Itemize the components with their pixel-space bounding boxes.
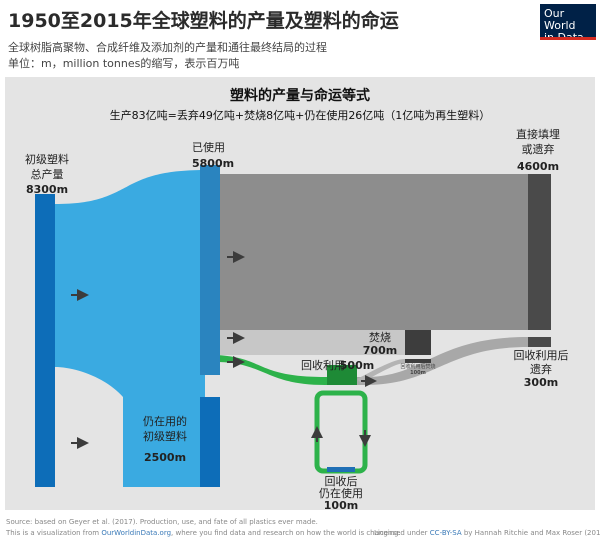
label-used: 已使用: [192, 141, 225, 154]
value-primary: 8300m: [26, 183, 68, 196]
flow-used-to-recycled: [215, 355, 355, 385]
value-used: 5800m: [192, 157, 234, 170]
units-note: 单位：m，million tonnes的缩写，表示百万吨: [8, 57, 240, 70]
value-in-use: 2500m: [144, 451, 186, 464]
footer-suffix: , where you find data and research on ho…: [171, 529, 401, 537]
label-recycled-in-use-line1: 回收后: [325, 474, 358, 488]
label-in-use-line2: 初级塑料: [143, 429, 187, 443]
label-recycled-discarded-line2: 遗弃: [530, 362, 552, 376]
footer-source: Source: based on Geyer et al. (2017). Pr…: [6, 518, 318, 526]
flow-primary-to-used: [55, 170, 205, 472]
label-recycled-discarded-line1: 回收利用后: [514, 348, 569, 362]
subtitle: 全球树脂高聚物、合成纤维及添加剂的产量和通往最终结局的过程: [8, 41, 327, 54]
diagram-equation: 生产83亿吨=丢弃49亿吨+焚烧8亿吨+仍在使用26亿吨（1亿吨为再生塑料）: [110, 108, 491, 122]
license-link[interactable]: CC-BY-SA: [429, 529, 462, 537]
logo-line1: Our World: [544, 7, 576, 32]
node-primary-production: [35, 194, 55, 487]
label-recycled: 回收利用: [301, 358, 345, 372]
license-suffix: by Hannah Ritchie and Max Roser (2018).: [461, 529, 600, 537]
value-recycled: 500m: [340, 359, 374, 372]
diagram-title: 塑料的产量与命运等式: [230, 87, 370, 104]
label-recycled-incinerated: 回收利用后焚烧: [400, 363, 435, 370]
value-incinerated: 700m: [363, 344, 397, 357]
flow-recycled-to-discarded: [355, 337, 528, 385]
footer-visualization-note: This is a visualization from OurWorldinD…: [6, 529, 401, 537]
node-in-use: [200, 397, 220, 487]
label-discarded-line1: 直接填埋: [516, 127, 560, 141]
page-title: 1950至2015年全球塑料的产量及塑料的命运: [8, 10, 399, 32]
flow-used-to-incinerated: [215, 330, 405, 355]
license-prefix: Licensed under: [374, 529, 430, 537]
sankey-diagram: 塑料的产量与命运等式 生产83亿吨=丢弃49亿吨+焚烧8亿吨+仍在使用26亿吨（…: [25, 87, 569, 510]
value-recycled-incinerated: 100m: [410, 370, 426, 376]
value-recycled-discarded: 300m: [524, 376, 558, 389]
label-in-use-line1: 仍在用的: [143, 414, 187, 428]
node-recycled: [327, 365, 357, 385]
flow-recycled-loop: [314, 390, 368, 474]
node-discarded: [528, 174, 551, 330]
label-primary-line1: 初级塑料: [25, 152, 69, 166]
flow-primary-to-in-use: [123, 397, 203, 487]
node-recycled-discarded: [528, 337, 551, 347]
label-discarded-line2: 或遗弃: [522, 142, 555, 156]
footer-license: Licensed under CC-BY-SA by Hannah Ritchi…: [374, 529, 600, 537]
value-discarded: 4600m: [517, 160, 559, 173]
flow-used-to-discarded: [215, 174, 528, 330]
label-recycled-in-use-line2: 仍在使用: [319, 487, 363, 500]
node-used: [200, 165, 220, 375]
node-incinerated: [405, 330, 431, 355]
label-primary-line2: 总产量: [31, 167, 64, 181]
footer-prefix: This is a visualization from: [6, 529, 102, 537]
value-recycled-in-use: 100m: [324, 499, 358, 510]
label-incinerated: 焚烧: [369, 331, 391, 344]
owid-link[interactable]: OurWorldinData.org: [101, 529, 172, 537]
logo-accent-bar: [540, 37, 596, 40]
node-recycled-in-use: [327, 467, 355, 472]
owid-logo[interactable]: Our World in Data: [540, 4, 596, 44]
node-recycled-incinerated: [405, 359, 431, 363]
